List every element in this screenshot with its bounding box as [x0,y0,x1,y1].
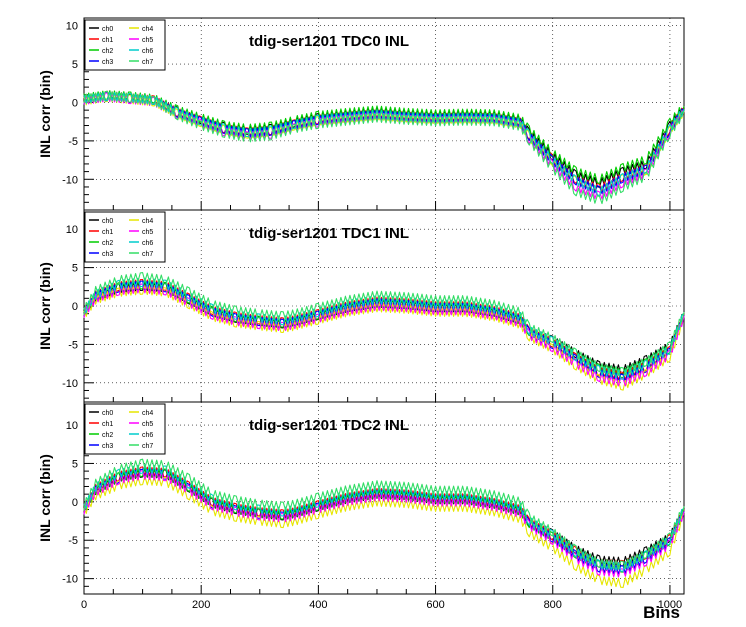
legend-label-ch7: ch7 [142,59,153,66]
legend-label-ch7: ch7 [142,443,153,450]
x-tick-label: 200 [192,599,210,611]
y-tick-label: -10 [62,174,78,186]
legend-label-ch5: ch5 [142,229,153,236]
y-tick-label: -10 [62,574,78,586]
y-tick-label: 10 [66,224,78,236]
x-tick-label: 400 [309,599,327,611]
legend-label-ch4: ch4 [142,410,153,417]
legend-label-ch6: ch6 [142,48,153,55]
y-tick-label: -10 [62,378,78,390]
legend-box: ch0 ch4 ch1 ch5 ch2 ch6 ch3 ch7 [84,19,166,71]
inl-panel-tdc2: tdig-ser1201 TDC2 INL 10 5 0 -5 -10 INL corr (… [37,401,685,622]
inl-panel-tdc0: tdig-ser1201 TDC0 INL 10 5 0 -5 -10 INL corr (… [37,17,685,211]
x-axis-label: Bins [643,603,680,622]
series-line-ch5 [83,283,685,387]
y-tick-label: 10 [66,420,78,432]
y-tick-label: 0 [72,497,78,509]
series-line-ch7 [83,272,685,376]
legend-label-ch2: ch2 [102,48,113,55]
legend-label-ch6: ch6 [142,240,153,247]
legend-label-ch0: ch0 [102,410,113,417]
legend-label-ch1: ch1 [102,421,113,428]
legend-label-ch1: ch1 [102,37,113,44]
legend-box: ch0 ch4 ch1 ch5 ch2 ch6 ch3 ch7 [84,211,166,263]
y-tick-label: 5 [72,59,78,71]
legend-label-ch5: ch5 [142,421,153,428]
x-tick-label: 1000 [658,599,682,611]
legend-label-ch7: ch7 [142,251,153,258]
legend-label-ch1: ch1 [102,229,113,236]
y-tick-label: 10 [66,21,78,33]
y-tick-label: -5 [68,136,78,148]
series-line-ch5 [83,470,685,578]
legend-label-ch2: ch2 [102,240,113,247]
x-tick-label: 600 [426,599,444,611]
series-line-ch7 [83,458,685,570]
series-line-ch7 [83,90,685,205]
y-tick-label: 5 [72,263,78,275]
y-tick-label: 0 [72,301,78,313]
legend-label-ch2: ch2 [102,432,113,439]
legend-label-ch0: ch0 [102,26,113,33]
y-tick-label: 0 [72,97,78,109]
legend-label-ch4: ch4 [142,218,153,225]
x-tick-label: 0 [81,599,87,611]
y-tick-label: -5 [68,535,78,547]
panel-title: tdig-ser1201 TDC0 INL [249,33,409,50]
y-axis-label: INL corr (bin) [37,262,53,350]
inl-panel-tdc1: tdig-ser1201 TDC1 INL 10 5 0 -5 -10 INL corr (… [37,209,685,403]
panel-title: tdig-ser1201 TDC1 INL [249,225,409,242]
legend-box: ch0 ch4 ch1 ch5 ch2 ch6 ch3 ch7 [84,403,166,455]
legend-label-ch0: ch0 [102,218,113,225]
y-axis-label: INL corr (bin) [37,70,53,158]
panel-title: tdig-ser1201 TDC2 INL [249,417,409,434]
y-axis-label: INL corr (bin) [37,454,53,542]
y-tick-label: -5 [68,339,78,351]
y-tick-label: 5 [72,458,78,470]
legend-label-ch6: ch6 [142,432,153,439]
legend-label-ch3: ch3 [102,59,113,66]
x-tick-label: 800 [544,599,562,611]
legend-label-ch5: ch5 [142,37,153,44]
legend-label-ch3: ch3 [102,251,113,258]
legend-label-ch4: ch4 [142,26,153,33]
legend-label-ch3: ch3 [102,443,113,450]
